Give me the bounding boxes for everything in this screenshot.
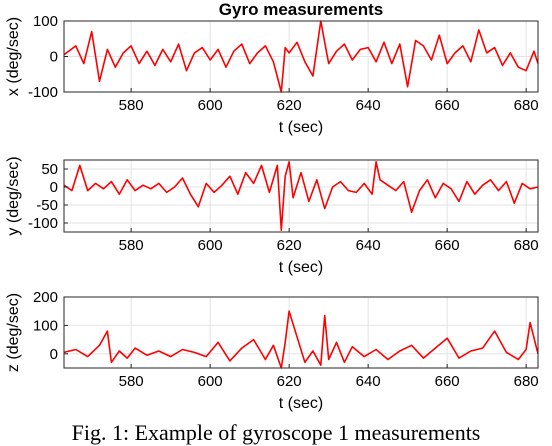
- x-tick-label: 660: [435, 373, 460, 390]
- y-tick-label: 100: [33, 13, 58, 30]
- figure-caption: Fig. 1: Example of gyroscope 1 measureme…: [71, 420, 481, 445]
- x-axis-label: t (sec): [279, 395, 323, 412]
- y-tick-label: -100: [28, 84, 58, 101]
- x-tick-label: 680: [514, 373, 539, 390]
- y-axis-label: x (deg/sec): [5, 17, 22, 96]
- series-line-z: [63, 310, 539, 369]
- x-axis-label: t (sec): [279, 119, 323, 136]
- y-tick-label: 100: [33, 317, 58, 334]
- axes-box: [63, 296, 539, 369]
- subplot-z: 580 600 620 640 660 680 0 100 200 t (sec) z (deg/s…: [5, 289, 539, 412]
- series-line-y: [63, 161, 539, 231]
- subplot-x: 580 600 620 640 660 680 -100 0 100 t (sec) x (deg/…: [5, 13, 539, 136]
- x-tick-label: 580: [119, 237, 144, 254]
- y-axis-label: z (deg/sec): [5, 293, 22, 372]
- y-tick-label: 200: [33, 289, 58, 306]
- x-tick-label: 580: [119, 97, 144, 114]
- y-tick-label: 0: [50, 346, 58, 363]
- x-tick-label: 620: [277, 97, 302, 114]
- x-tick-label: 620: [277, 237, 302, 254]
- x-tick-label: 680: [514, 237, 539, 254]
- x-tick-label: 680: [514, 97, 539, 114]
- series-line-x: [63, 20, 539, 93]
- x-tick-label: 640: [356, 237, 381, 254]
- x-tick-label: 660: [435, 237, 460, 254]
- x-tick-label: 620: [277, 373, 302, 390]
- y-tick-label: -100: [28, 215, 58, 232]
- x-tick-label: 600: [198, 97, 223, 114]
- x-tick-label: 640: [356, 97, 381, 114]
- x-tick-label: 600: [198, 373, 223, 390]
- y-axis-label: y (deg/sec): [5, 156, 22, 235]
- x-tick-label: 640: [356, 373, 381, 390]
- y-tick-label: 0: [50, 179, 58, 196]
- y-tick-label: 0: [50, 49, 58, 66]
- x-tick-label: 660: [435, 97, 460, 114]
- x-axis-label: t (sec): [279, 259, 323, 276]
- y-tick-label: -50: [36, 197, 58, 214]
- y-tick-label: 50: [41, 161, 58, 178]
- chart-title: Gyro measurements: [219, 0, 383, 19]
- axes-box: [63, 159, 539, 233]
- x-tick-label: 600: [198, 237, 223, 254]
- x-tick-label: 580: [119, 373, 144, 390]
